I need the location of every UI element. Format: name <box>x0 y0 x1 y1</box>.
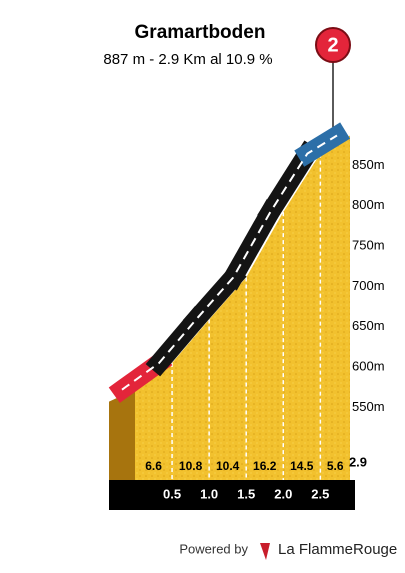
y-tick-label: 800m <box>352 197 385 212</box>
y-tick-label: 550m <box>352 399 385 414</box>
x-tick-label: 2.5 <box>311 486 329 501</box>
side-face <box>109 389 135 510</box>
base-band <box>109 480 355 510</box>
road-centerline <box>121 134 338 391</box>
subtitle: 887 m - 2.9 Km al 10.9 % <box>103 51 272 68</box>
x-tick-label: 1.5 <box>237 486 255 501</box>
badge <box>315 27 351 63</box>
gradient-label: 6.6 <box>145 459 162 473</box>
logo <box>260 543 270 560</box>
title: Gramartboden <box>135 22 266 43</box>
y-tick-label: 850m <box>352 157 385 172</box>
badge-label: 2 <box>327 34 338 56</box>
gradient-label: 5.6 <box>327 459 344 473</box>
x-tick-label: 2.0 <box>274 486 292 501</box>
gradient-label: 10.4 <box>216 459 240 473</box>
brand: La FlammeRouge <box>278 541 397 558</box>
y-tick-label: 650m <box>352 318 385 333</box>
x-tick-label: 1.0 <box>200 486 218 501</box>
gradient-label: 10.8 <box>179 459 203 473</box>
y-tick-label: 700m <box>352 278 385 293</box>
gradient-label: 16.2 <box>253 459 277 473</box>
y-tick-label: 750m <box>352 237 385 252</box>
gradient-label: 14.5 <box>290 459 314 473</box>
y-tick-label: 600m <box>352 358 385 373</box>
x-tick-label: 0.5 <box>163 486 181 501</box>
terrain-texture <box>135 135 350 480</box>
powered-by: Powered by <box>179 541 248 556</box>
x-tick-label: 2.9 <box>349 454 367 469</box>
